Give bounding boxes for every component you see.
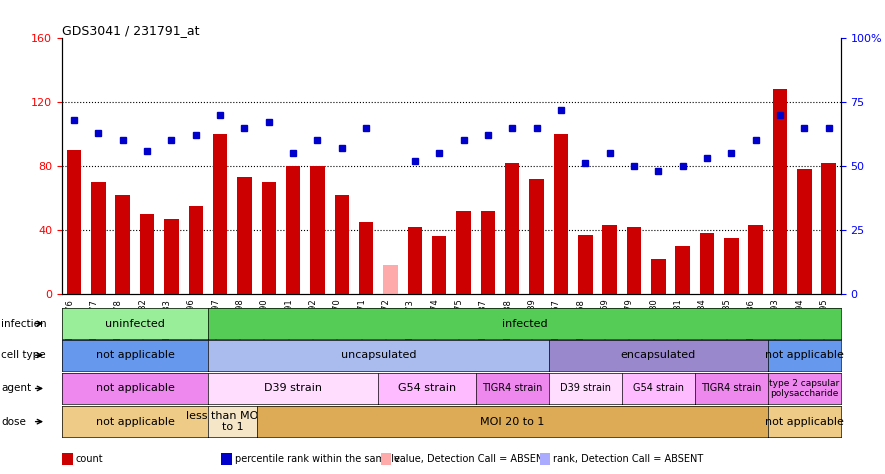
Bar [821, 163, 836, 294]
Text: uninfected: uninfected [105, 319, 165, 328]
Text: G54 strain: G54 strain [633, 383, 684, 393]
Text: not applicable: not applicable [96, 350, 174, 360]
Bar [189, 206, 203, 294]
Text: uncapsulated: uncapsulated [341, 350, 416, 360]
Text: TIGR4 strain: TIGR4 strain [482, 383, 543, 393]
Bar [554, 134, 568, 294]
Text: not applicable: not applicable [765, 350, 843, 360]
Bar [335, 195, 349, 294]
Text: cell type: cell type [1, 350, 45, 360]
Bar [165, 219, 179, 294]
Text: type 2 capsular
polysaccharide: type 2 capsular polysaccharide [769, 379, 839, 398]
Bar [650, 259, 666, 294]
Bar [504, 163, 519, 294]
Text: less than MOI 20
to 1: less than MOI 20 to 1 [186, 411, 279, 432]
Bar [359, 222, 373, 294]
Bar [407, 227, 422, 294]
Bar [383, 265, 397, 294]
Text: D39 strain: D39 strain [264, 383, 322, 393]
Text: encapsulated: encapsulated [620, 350, 696, 360]
Text: count: count [75, 454, 103, 464]
Text: rank, Detection Call = ABSENT: rank, Detection Call = ABSENT [553, 454, 704, 464]
Text: percentile rank within the sample: percentile rank within the sample [235, 454, 399, 464]
Text: MOI 20 to 1: MOI 20 to 1 [480, 417, 544, 427]
Text: not applicable: not applicable [96, 417, 174, 427]
Bar [627, 227, 641, 294]
Bar [432, 237, 446, 294]
Bar [675, 246, 690, 294]
Text: not applicable: not applicable [765, 417, 843, 427]
Bar [529, 179, 544, 294]
Bar [457, 210, 471, 294]
Bar [286, 166, 300, 294]
Text: not applicable: not applicable [96, 383, 174, 393]
Bar [796, 169, 812, 294]
Bar [602, 225, 617, 294]
Text: G54 strain: G54 strain [398, 383, 456, 393]
Bar [115, 195, 130, 294]
Bar [262, 182, 276, 294]
Text: value, Detection Call = ABSENT: value, Detection Call = ABSENT [394, 454, 549, 464]
Text: infected: infected [502, 319, 547, 328]
Text: infection: infection [1, 319, 47, 328]
Bar [773, 89, 788, 294]
Bar [91, 182, 106, 294]
Bar [578, 235, 593, 294]
Text: D39 strain: D39 strain [559, 383, 611, 393]
Text: agent: agent [1, 383, 31, 393]
Bar [724, 238, 738, 294]
Bar [748, 225, 763, 294]
Bar [311, 166, 325, 294]
Bar [699, 233, 714, 294]
Bar [237, 177, 252, 294]
Text: TIGR4 strain: TIGR4 strain [701, 383, 761, 393]
Bar [140, 214, 155, 294]
Bar [481, 210, 496, 294]
Bar [67, 150, 81, 294]
Text: GDS3041 / 231791_at: GDS3041 / 231791_at [62, 24, 199, 36]
Text: dose: dose [1, 417, 26, 427]
Bar [213, 134, 227, 294]
